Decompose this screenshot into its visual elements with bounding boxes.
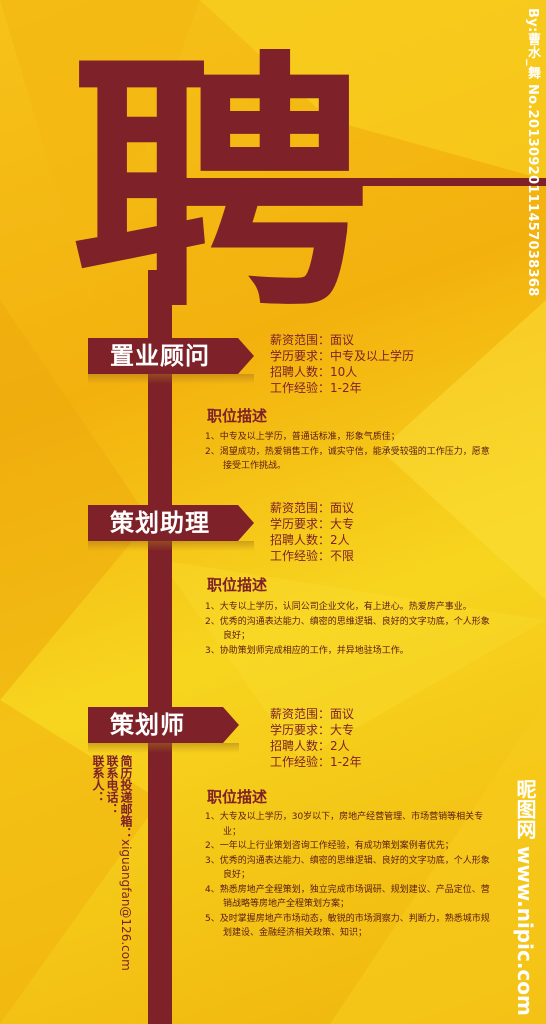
education-3: 学历要求：大专: [270, 723, 355, 737]
job-info-1: 薪资范围：面议 学历要求：中专及以上学历 招聘人数：10人 工作经验：1-2年: [270, 332, 414, 396]
contact-person-label: 联系人：: [91, 755, 105, 803]
contact-email: 简历投递邮箱：xiguangfan@126.com: [118, 755, 135, 971]
salary-2: 薪资范围：面议: [270, 501, 355, 515]
education-1: 学历要求：中专及以上学历: [270, 349, 415, 363]
job-desc-3: 1、大专及以上学历，30岁以下，房地产经营管理、市场营销等相关专业； 2、一年以…: [205, 810, 495, 941]
desc-title-1: 职位描述: [207, 407, 268, 425]
headcount-3: 招聘人数：2人: [270, 739, 350, 753]
site-logo: 昵图网 www.nipic.com: [513, 779, 537, 1016]
job-desc-2: 1、大专以上学历，认同公司企业文化，有上进心。热爱房产事业。 2、优秀的沟通表达…: [205, 600, 495, 658]
job-desc-1: 1、中专及以上学历，普通话标准，形象气质佳； 2、渴望成功，热爱销售工作，诚实守…: [205, 430, 495, 474]
job-title-2-label: 策划助理: [110, 509, 210, 537]
headcount-1: 招聘人数：10人: [270, 365, 358, 379]
headline-character: 聘: [70, 40, 370, 310]
job-title-3-label: 策划师: [110, 711, 185, 739]
headline-text: 聘: [70, 40, 370, 310]
headcount-2: 招聘人数：2人: [270, 533, 350, 547]
desc-title-3: 职位描述: [207, 788, 268, 806]
horizontal-rule: [150, 178, 546, 186]
desc-2-item: 2、优秀的沟通表达能力、缜密的思维逻辑、良好的文字功底，个人形象良好；: [205, 616, 490, 642]
job-title-3: 策划师: [88, 707, 239, 753]
desc-3-item: 2、一年以上行业策划咨询工作经验，有成功策划案例者优先；: [205, 841, 454, 851]
desc-2-item: 3、协助策划师完成相应的工作，并异地驻场工作。: [205, 645, 409, 656]
salary-1: 薪资范围：面议: [270, 333, 355, 347]
experience-2: 工作经验：不限: [270, 549, 355, 563]
desc-1-item: 1、中专及以上学历，普通话标准，形象气质佳；: [205, 432, 400, 442]
desc-3-item: 3、优秀的沟通表达能力、缜密的思维逻辑、良好的文字功底，个人形象良好；: [205, 855, 490, 881]
salary-3: 薪资范围：面议: [270, 707, 355, 721]
experience-1: 工作经验：1-2年: [270, 381, 362, 395]
desc-title-2: 职位描述: [207, 576, 268, 594]
job-title-1: 置业顾问: [88, 338, 254, 384]
job-info-2: 薪资范围：面议 学历要求：大专 招聘人数：2人 工作经验：不限: [270, 500, 354, 564]
desc-1-item: 2、渴望成功，热爱销售工作，诚实守信，能承受较强的工作压力，愿意接受工作挑战。: [205, 446, 490, 472]
side-watermark: By:曹水_舞 No.20130920111457038368: [525, 8, 540, 297]
desc-3-item: 5、及时掌握房地产市场动态，敏锐的市场洞察力、判断力，熟悉城市规划建设、金融经济…: [205, 913, 490, 939]
vertical-bar: [148, 270, 172, 1024]
job-title-2: 策划助理: [88, 505, 254, 551]
experience-3: 工作经验：1-2年: [270, 755, 362, 769]
contact-phone-label: 联系电话：: [105, 755, 119, 815]
education-2: 学历要求：大专: [270, 517, 355, 531]
job-info-3: 薪资范围：面议 学历要求：大专 招聘人数：2人 工作经验：1-2年: [270, 706, 362, 770]
desc-3-item: 4、熟悉房地产全程策划，独立完成市场调研、规划建议、产品定位、营销战略等房地产全…: [205, 884, 490, 910]
job-title-1-label: 置业顾问: [110, 342, 210, 370]
email-value: xiguangfan@126.com: [119, 839, 133, 971]
email-label: 简历投递邮箱：: [119, 755, 133, 839]
desc-2-item: 1、大专以上学历，认同公司企业文化，有上进心。热爱房产事业。: [205, 602, 472, 612]
desc-3-item: 1、大专及以上学历，30岁以下，房地产经营管理、市场营销等相关专业；: [205, 812, 484, 837]
